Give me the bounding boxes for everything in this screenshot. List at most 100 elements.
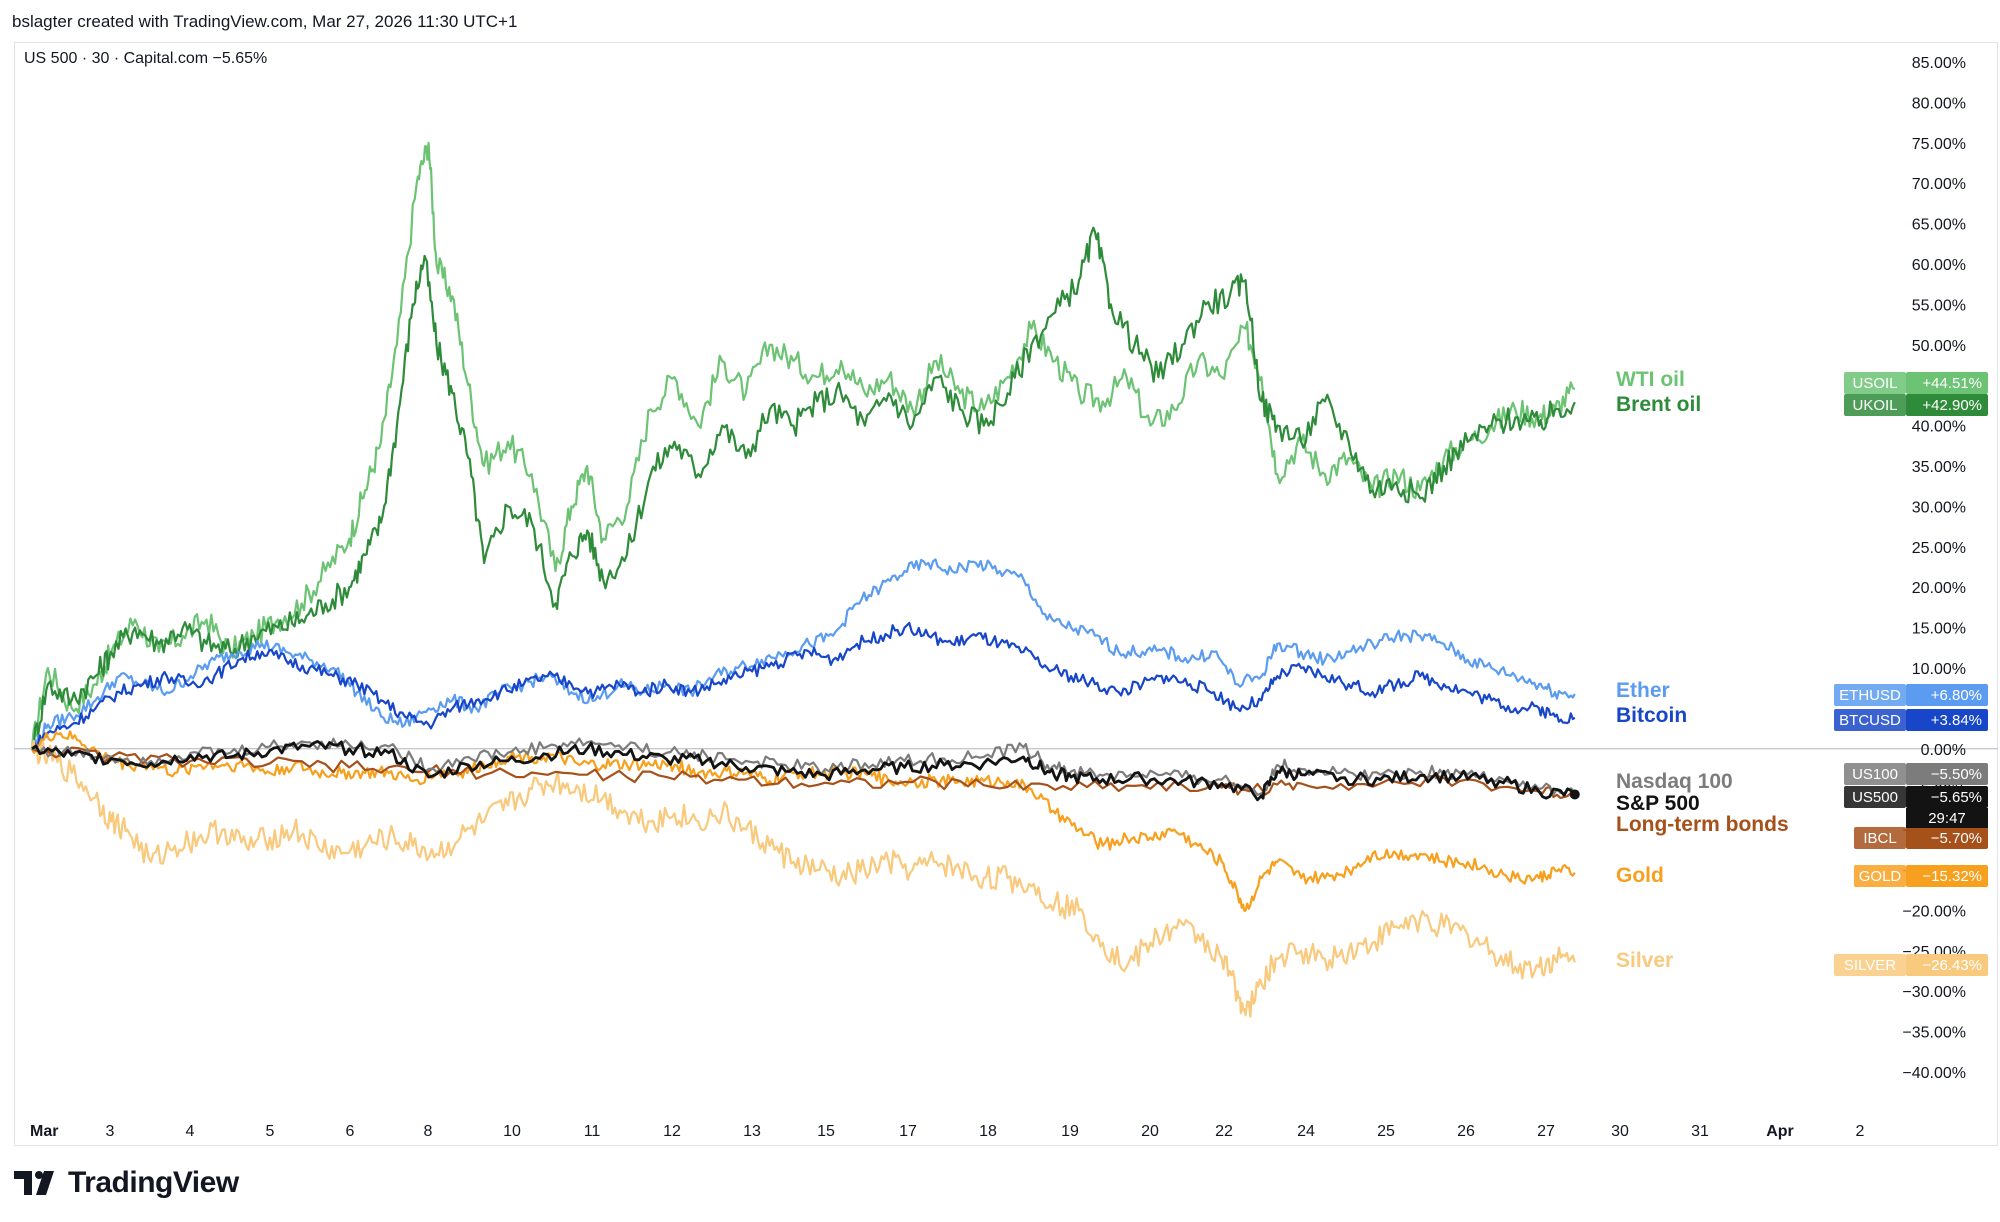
x-tick-label: 22 (1215, 1123, 1233, 1140)
svg-text:−26.43%: −26.43% (1922, 957, 1982, 974)
y-tick-label: 40.00% (1912, 419, 1966, 436)
series-line-ibcl[interactable] (31, 746, 1576, 799)
x-tick-label: 24 (1297, 1123, 1315, 1140)
price-badges: USOIL +44.51% UKOIL +42.90% ETHUSD +6.80% BTCU… (1834, 372, 1988, 976)
x-tick-label: 11 (584, 1123, 601, 1140)
series-label-ibcl: Long-term bonds (1616, 813, 1789, 836)
x-tick-label: 25 (1377, 1123, 1395, 1140)
bar-countdown: 29:47 (1906, 808, 1988, 828)
x-tick-label: 19 (1061, 1123, 1079, 1140)
x-tick-label: 5 (266, 1123, 275, 1140)
svg-text:GOLD: GOLD (1859, 868, 1902, 885)
x-tick-label: 3 (106, 1123, 115, 1140)
tradingview-wordmark: TradingView (68, 1166, 239, 1199)
series-label-ukoil: Brent oil (1616, 393, 1701, 416)
x-tick-label: 15 (817, 1123, 835, 1140)
y-tick-label: −35.00% (1902, 1025, 1966, 1042)
x-tick-label: 12 (663, 1123, 681, 1140)
y-tick-label: 70.00% (1912, 176, 1966, 193)
svg-text:UKOIL: UKOIL (1852, 397, 1897, 414)
svg-text:−5.65%: −5.65% (1931, 789, 1982, 806)
svg-text:BTCUSD: BTCUSD (1839, 712, 1901, 729)
y-tick-label: 80.00% (1912, 95, 1966, 112)
x-tick-label: 2 (1856, 1123, 1865, 1140)
svg-text:SILVER: SILVER (1844, 957, 1896, 974)
y-tick-label: 65.00% (1912, 217, 1966, 234)
x-tick-label: 30 (1611, 1123, 1629, 1140)
series-label-ethusd: Ether (1616, 679, 1670, 702)
svg-text:US500: US500 (1852, 789, 1898, 806)
price-badge-us500: US500 −5.65% (1844, 786, 1988, 808)
svg-text:+3.84%: +3.84% (1931, 712, 1982, 729)
chart-frame (14, 42, 1998, 1146)
series-line-btcusd[interactable] (31, 621, 1576, 751)
x-tick-label: Mar (30, 1123, 58, 1140)
price-badge-ethusd: ETHUSD +6.80% (1834, 684, 1988, 706)
x-tick-label: 31 (1691, 1123, 1709, 1140)
x-tick-label: Apr (1766, 1123, 1794, 1140)
svg-text:−15.32%: −15.32% (1922, 868, 1982, 885)
price-badge-ukoil: UKOIL +42.90% (1844, 394, 1988, 416)
y-tick-label: −40.00% (1902, 1065, 1966, 1082)
price-badge-gold: GOLD −15.32% (1854, 865, 1988, 887)
x-tick-label: 17 (899, 1123, 917, 1140)
x-tick-label: 18 (979, 1123, 997, 1140)
svg-text:29:47: 29:47 (1928, 810, 1966, 827)
x-tick-label: 6 (346, 1123, 355, 1140)
series-label-usoil: WTI oil (1616, 368, 1685, 391)
series-label-gold: Gold (1616, 864, 1664, 887)
svg-text:IBCL: IBCL (1863, 830, 1896, 847)
y-tick-label: 50.00% (1912, 338, 1966, 355)
svg-text:USOIL: USOIL (1852, 375, 1897, 392)
x-tick-label: 8 (424, 1123, 433, 1140)
x-tick-label: 20 (1141, 1123, 1159, 1140)
svg-text:US100: US100 (1852, 766, 1898, 783)
y-tick-label: 35.00% (1912, 459, 1966, 476)
y-tick-label: 75.00% (1912, 136, 1966, 153)
svg-text:+6.80%: +6.80% (1931, 687, 1982, 704)
y-tick-label: 10.00% (1912, 661, 1966, 678)
svg-text:+42.90%: +42.90% (1922, 397, 1982, 414)
tradingview-logo[interactable]: TradingView (14, 1166, 239, 1200)
y-axis[interactable]: 85.00% 80.00% 75.00% 70.00% 65.00% 60.00% 55.0… (1902, 55, 1966, 1082)
series-line-gold[interactable] (31, 730, 1576, 913)
y-tick-label: −20.00% (1902, 903, 1966, 920)
series-label-us100: Nasdaq 100 (1616, 770, 1733, 793)
y-tick-label: 60.00% (1912, 257, 1966, 274)
y-tick-label: −30.00% (1902, 984, 1966, 1001)
x-tick-label: 4 (186, 1123, 195, 1140)
svg-text:+44.51%: +44.51% (1922, 375, 1982, 392)
price-badge-usoil: USOIL +44.51% (1844, 372, 1988, 394)
series-line-silver[interactable] (30, 739, 1576, 1018)
tradingview-logo-icon (14, 1171, 54, 1195)
y-tick-label: 55.00% (1912, 297, 1966, 314)
series-layer (30, 141, 1580, 1018)
x-tick-label: 27 (1537, 1123, 1555, 1140)
y-tick-label: 25.00% (1912, 540, 1966, 557)
series-label-btcusd: Bitcoin (1616, 704, 1687, 727)
price-badge-us100: US100 −5.50% (1844, 763, 1988, 785)
y-tick-label: 0.00% (1921, 742, 1966, 759)
svg-text:−5.70%: −5.70% (1931, 830, 1982, 847)
last-price-dot (1569, 789, 1580, 800)
price-badge-ibcl: IBCL −5.70% (1854, 827, 1988, 849)
symbol-info[interactable]: US 500 · 30 · Capital.com −5.65% (24, 50, 268, 67)
y-tick-label: 30.00% (1912, 499, 1966, 516)
series-label-silver: Silver (1616, 949, 1673, 972)
x-tick-label: 13 (743, 1123, 761, 1140)
price-badge-silver: SILVER −26.43% (1834, 954, 1988, 976)
series-line-us500[interactable] (31, 740, 1576, 802)
series-label-us500: S&P 500 (1616, 792, 1700, 815)
x-axis[interactable]: Mar 3 4 5 6 8 10 11 12 13 15 17 18 19 20 22 24 25 26 27 30 31… (30, 1123, 1865, 1140)
svg-text:ETHUSD: ETHUSD (1839, 687, 1901, 704)
price-badge-btcusd: BTCUSD +3.84% (1834, 709, 1988, 731)
x-tick-label: 26 (1457, 1123, 1475, 1140)
y-tick-label: 85.00% (1912, 55, 1966, 72)
y-tick-label: 15.00% (1912, 621, 1966, 638)
series-line-ukoil[interactable] (31, 226, 1576, 754)
x-tick-label: 10 (503, 1123, 521, 1140)
series-line-ethusd[interactable] (31, 558, 1576, 750)
svg-text:−5.50%: −5.50% (1931, 766, 1982, 783)
